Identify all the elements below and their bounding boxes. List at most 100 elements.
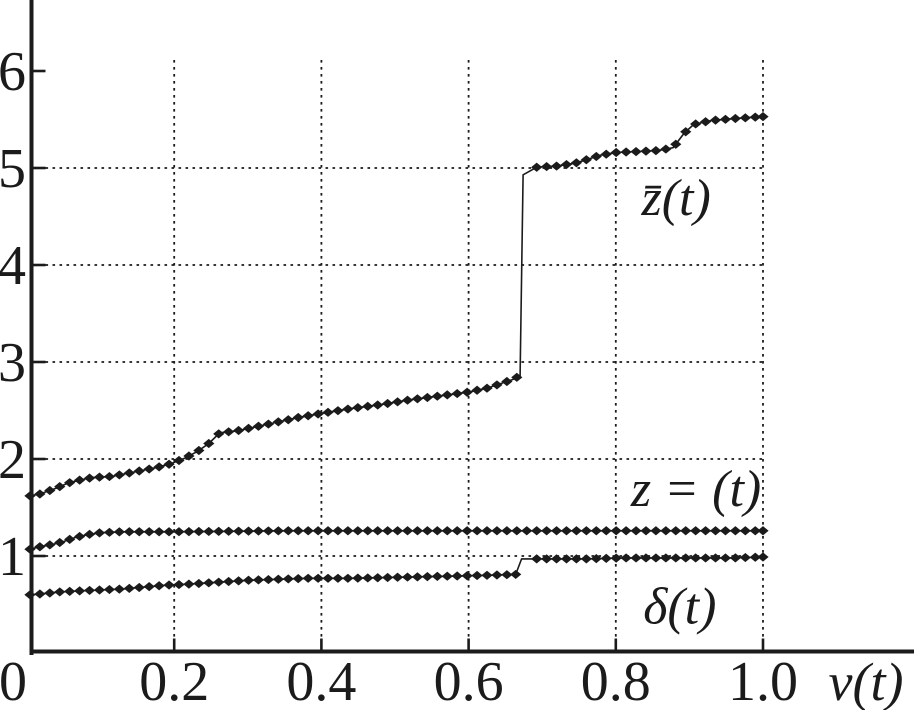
data-marker xyxy=(590,526,602,536)
data-marker xyxy=(650,146,662,156)
data-marker xyxy=(451,388,463,399)
data-marker xyxy=(24,590,36,600)
data-marker xyxy=(54,482,66,492)
data-marker xyxy=(471,570,483,581)
data-marker xyxy=(312,526,324,536)
data-marker xyxy=(481,570,493,580)
x-tick-label-0.8: 0.8 xyxy=(581,651,651,710)
data-marker xyxy=(382,526,394,536)
data-marker xyxy=(471,385,483,395)
data-marker xyxy=(690,119,702,129)
data-marker xyxy=(292,412,304,423)
data-marker xyxy=(709,115,722,125)
data-marker xyxy=(332,526,344,536)
data-marker xyxy=(590,151,602,162)
data-marker xyxy=(709,526,722,536)
data-marker xyxy=(441,571,453,581)
data-marker xyxy=(757,526,769,536)
data-marker xyxy=(123,468,135,478)
data-marker xyxy=(342,526,354,536)
data-marker xyxy=(64,586,76,596)
data-marker xyxy=(163,527,175,537)
data-marker xyxy=(203,526,215,537)
data-marker xyxy=(54,587,66,597)
data-marker xyxy=(610,553,622,563)
data-marker xyxy=(570,158,583,168)
data-marker xyxy=(54,537,66,548)
data-marker xyxy=(223,526,235,536)
data-marker xyxy=(630,553,642,563)
data-marker xyxy=(213,429,225,439)
data-marker xyxy=(511,372,523,382)
data-marker xyxy=(391,526,404,536)
data-marker xyxy=(103,471,116,482)
data-marker xyxy=(173,455,185,466)
series-delta-markers xyxy=(24,552,769,600)
data-marker xyxy=(421,392,433,403)
data-marker xyxy=(193,526,205,537)
data-marker xyxy=(620,526,632,536)
data-marker xyxy=(560,159,573,170)
data-marker xyxy=(74,475,86,485)
data-marker xyxy=(252,421,265,431)
data-marker xyxy=(670,139,682,149)
data-marker xyxy=(332,573,344,583)
y-tick-label-5: 5 xyxy=(0,138,26,200)
data-marker xyxy=(600,526,612,536)
data-marker xyxy=(352,526,364,536)
x-tick-label-0: 0 xyxy=(0,651,27,710)
series-label-z: z = (t) xyxy=(630,461,761,518)
data-marker xyxy=(203,438,215,449)
data-marker xyxy=(600,553,612,563)
data-marker xyxy=(421,572,433,582)
data-marker xyxy=(441,390,453,400)
data-marker xyxy=(640,526,652,536)
data-marker xyxy=(372,526,384,536)
data-marker xyxy=(411,394,424,404)
data-marker xyxy=(34,589,46,599)
data-marker xyxy=(580,526,592,536)
data-marker xyxy=(242,575,255,585)
data-marker xyxy=(103,527,116,537)
series-zbar-markers xyxy=(24,111,769,501)
data-marker xyxy=(352,573,364,583)
data-marker xyxy=(531,162,543,172)
y-tick-label-4: 4 xyxy=(0,235,26,297)
data-marker xyxy=(570,554,583,564)
data-marker xyxy=(491,526,503,536)
data-marker xyxy=(541,161,553,172)
series-z-markers xyxy=(24,526,769,554)
data-marker xyxy=(699,553,712,563)
data-marker xyxy=(757,552,769,562)
data-marker xyxy=(620,553,632,563)
data-marker xyxy=(252,575,265,585)
data-marker xyxy=(600,149,612,159)
data-marker xyxy=(501,526,513,536)
data-marker xyxy=(282,574,294,584)
data-marker xyxy=(401,526,414,536)
data-marker xyxy=(193,578,205,589)
data-marker xyxy=(560,526,573,536)
series-label-delta: δ(t) xyxy=(643,578,716,635)
data-marker xyxy=(660,526,672,536)
data-marker xyxy=(690,553,702,563)
data-marker xyxy=(510,569,522,580)
data-marker xyxy=(749,552,761,562)
data-marker xyxy=(64,534,76,544)
data-marker xyxy=(690,526,702,536)
data-marker xyxy=(749,526,761,536)
y-tick-label-1: 1 xyxy=(0,526,26,588)
data-marker xyxy=(550,161,563,171)
data-marker xyxy=(401,572,414,582)
data-marker xyxy=(173,527,185,537)
data-marker xyxy=(650,526,662,536)
data-marker xyxy=(103,584,116,595)
data-marker xyxy=(391,397,404,407)
data-marker xyxy=(113,584,125,594)
data-marker xyxy=(362,401,374,411)
data-marker xyxy=(342,404,354,414)
data-marker xyxy=(332,406,344,416)
data-marker xyxy=(223,427,235,437)
data-marker xyxy=(302,526,314,536)
data-marker xyxy=(481,383,493,393)
